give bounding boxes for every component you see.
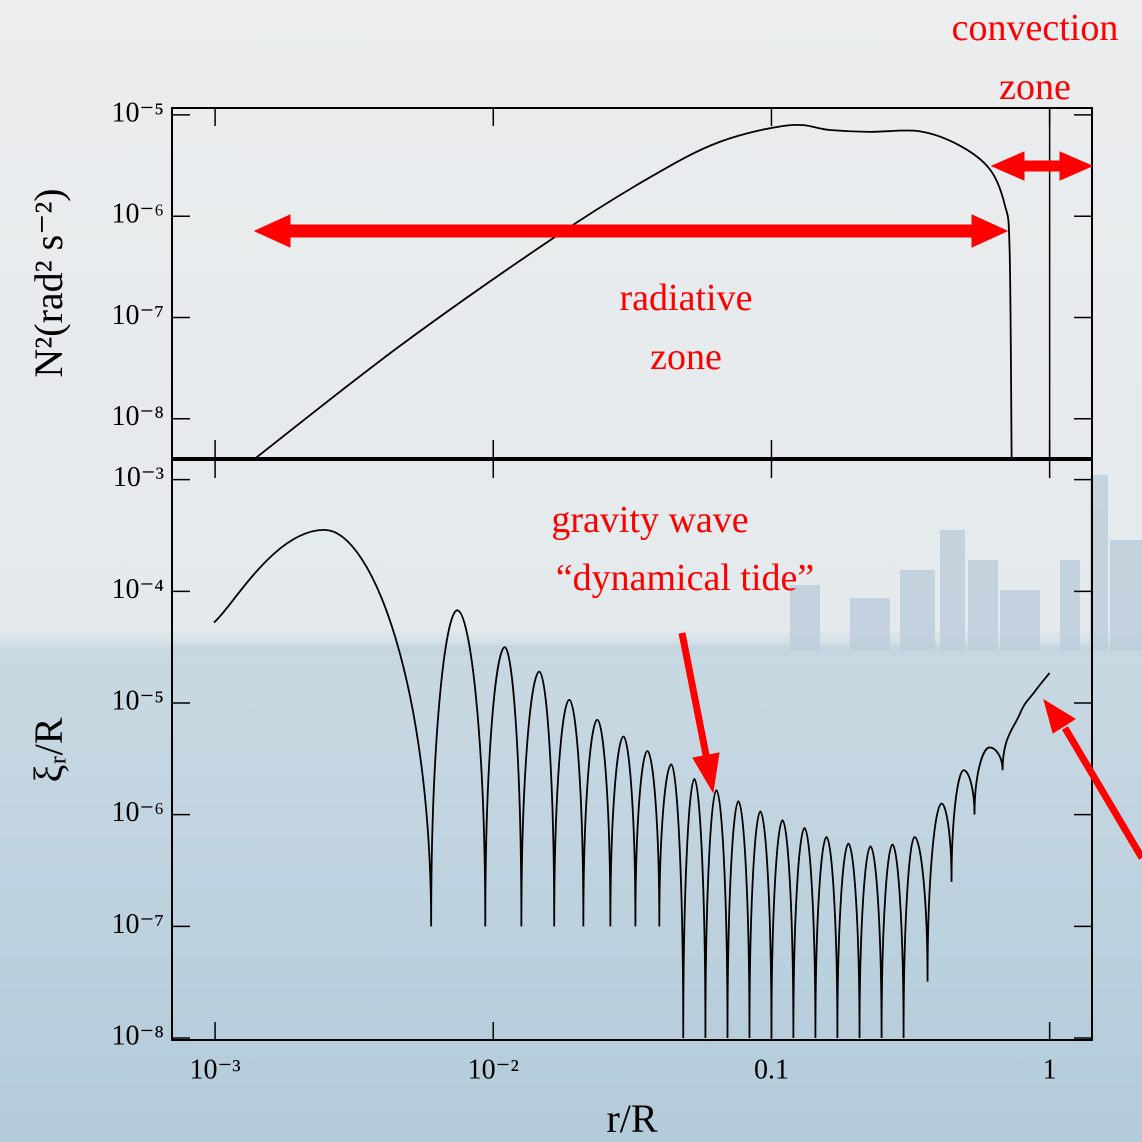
y-tick-label: 10⁻⁷ [111, 909, 164, 940]
annotation: zone [650, 336, 722, 378]
panel: 10⁻³ 10⁻⁴ 10⁻⁵ 10⁻⁶ 10⁻⁷ 10⁻⁸ 10⁻³ 10⁻² 0.1 1 ξᵣ/R… [26, 459, 1093, 1141]
x-tick-label: 0.1 [754, 1054, 789, 1085]
y-axis-label: N²(rad² s⁻²) [26, 188, 71, 377]
arrow [253, 214, 1009, 248]
arrow [678, 632, 1142, 860]
y-tick-label: 10⁻⁷ [111, 300, 164, 331]
y-tick-label: 10⁻⁶ [111, 199, 164, 230]
y-tick-label: 10⁻⁵ [111, 685, 164, 716]
plots: 10⁻⁵ 10⁻⁶ 10⁻⁷ 10⁻⁸ N²(rad² s⁻²) 10⁻³ 10⁻⁴ 10⁻⁵… [26, 97, 1093, 1141]
arrow [990, 151, 1094, 181]
annotations: convection zone radiative zone gravity w… [253, 7, 1142, 860]
annotation: gravity wave [551, 499, 748, 541]
x-axis-label: r/R [606, 1096, 657, 1141]
panel: 10⁻⁵ 10⁻⁶ 10⁻⁷ 10⁻⁸ N²(rad² s⁻²) [26, 97, 1093, 459]
y-tick-label: 10⁻³ [113, 462, 164, 493]
plot-frame [171, 107, 1093, 459]
x-tick-label: 10⁻³ [189, 1054, 240, 1085]
y-tick-label: 10⁻⁵ [111, 97, 164, 128]
plot-frame [171, 459, 1093, 1041]
data-line [255, 123, 1013, 458]
annotation: radiative [620, 277, 753, 319]
y-axis-label: ξᵣ/R [26, 717, 71, 782]
x-tick-label: 10⁻² [468, 1054, 519, 1085]
y-tick-label: 10⁻⁸ [111, 1020, 164, 1051]
annotation: convection [952, 7, 1119, 49]
y-tick-label: 10⁻⁶ [111, 797, 164, 828]
y-tick-label: 10⁻⁴ [111, 574, 164, 605]
y-tick-label: 10⁻⁸ [111, 401, 164, 432]
data-line [213, 528, 1051, 1039]
annotation: “dynamical tide” [556, 557, 815, 599]
annotation: zone [999, 66, 1071, 108]
x-tick-label: 1 [1043, 1054, 1057, 1085]
